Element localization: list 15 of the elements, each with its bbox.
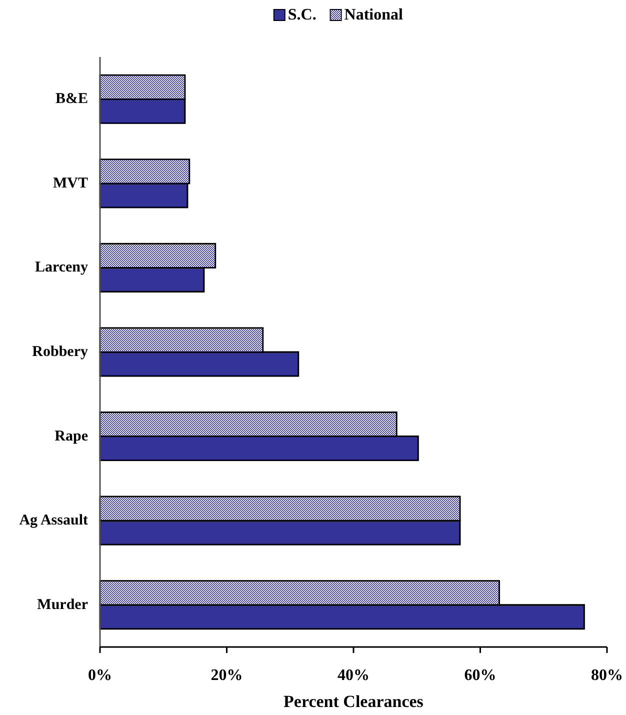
x-tick-label: 60% bbox=[464, 667, 496, 684]
y-tick-label: B&E bbox=[55, 91, 88, 108]
y-tick-label: MVT bbox=[53, 175, 88, 192]
x-tick-label: 80% bbox=[591, 667, 623, 684]
y-tick-label: Rape bbox=[54, 428, 88, 444]
x-tick-label: 40% bbox=[338, 667, 370, 684]
y-tick-label: Robbery bbox=[32, 344, 88, 360]
x-tick-label: 0% bbox=[88, 667, 112, 684]
y-tick-label: Larceny bbox=[34, 260, 88, 276]
legend-label: S.C. bbox=[288, 6, 316, 24]
x-tick-label: 20% bbox=[210, 667, 243, 684]
legend-label: National bbox=[344, 6, 404, 24]
x-axis-title: Percent Clearances bbox=[284, 692, 424, 711]
y-tick-label: Ag Assault bbox=[19, 512, 88, 529]
y-tick-label: Murder bbox=[37, 596, 88, 613]
